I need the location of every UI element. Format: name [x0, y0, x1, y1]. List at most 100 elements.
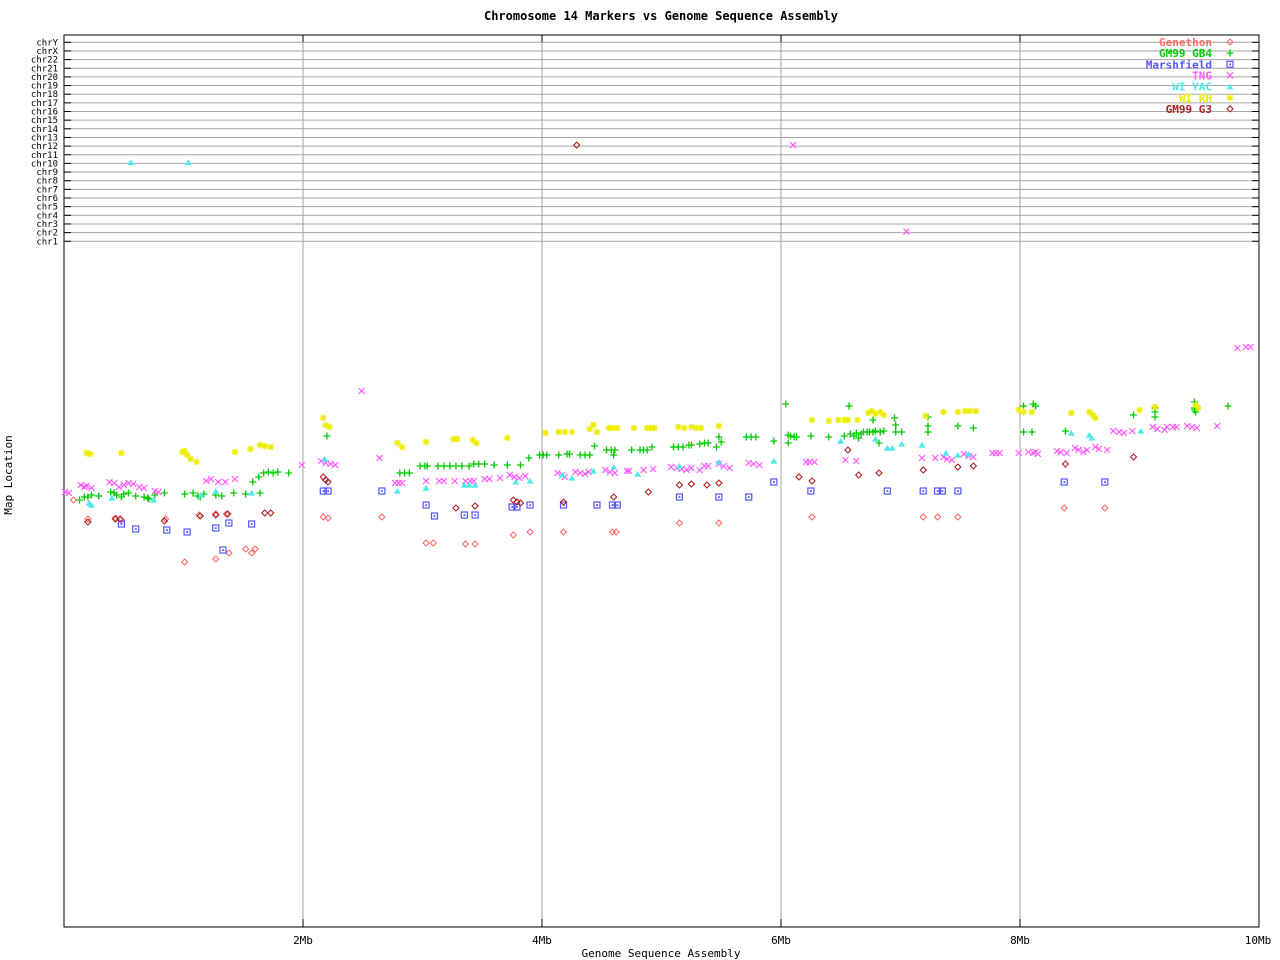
- marker-square-dot: [422, 501, 430, 509]
- marker-cross: [1247, 343, 1255, 351]
- marker-cross: [65, 489, 73, 497]
- marker-square-dot: [324, 487, 332, 495]
- marker-asterisk: [1015, 406, 1023, 414]
- marker-plus: [565, 450, 573, 458]
- marker-plus: [586, 451, 594, 459]
- marker-square-center-dot: [596, 504, 598, 506]
- marker-asterisk: [261, 442, 269, 450]
- marker-asterisk: [940, 408, 947, 416]
- marker-plus: [218, 492, 226, 500]
- marker-plus: [423, 462, 431, 470]
- marker-diamond: [422, 539, 430, 547]
- marker-diamond: [969, 462, 978, 470]
- marker-plus: [1061, 427, 1069, 435]
- marker-asterisk: [961, 407, 969, 415]
- marker-cross: [231, 475, 239, 483]
- marker-cross: [422, 477, 430, 485]
- marker-plus: [446, 462, 454, 470]
- marker-cross: [521, 472, 529, 480]
- marker-square-center-dot: [165, 529, 168, 531]
- marker-square-center-dot: [228, 522, 230, 524]
- marker-square-center-dot: [463, 514, 466, 516]
- marker-diamond: [160, 517, 169, 525]
- marker-triangle: [918, 442, 926, 448]
- marker-triangle: [422, 485, 430, 491]
- marker-square-dot: [1060, 478, 1068, 486]
- marker-plus: [855, 434, 863, 442]
- chromosome-label-chr6: chr6: [36, 194, 58, 204]
- marker-square-center-dot: [529, 504, 532, 506]
- marker-triangle: [471, 482, 479, 488]
- marker-cross: [1120, 429, 1128, 437]
- marker-triangle: [212, 488, 220, 494]
- marker-diamond: [954, 463, 962, 471]
- marker-square-center-dot: [511, 506, 514, 508]
- marker-plus: [696, 440, 704, 448]
- marker-cross: [221, 478, 229, 486]
- marker-plus: [782, 400, 790, 408]
- marker-cross: [1163, 423, 1171, 431]
- marker-plus: [712, 443, 720, 451]
- marker-triangle: [568, 475, 576, 481]
- marker-cross: [667, 463, 675, 471]
- marker-plus: [516, 461, 524, 469]
- marker-plus: [715, 433, 723, 441]
- marker-diamond: [572, 141, 581, 149]
- marker-plus: [846, 430, 854, 438]
- marker-diamond: [452, 504, 460, 512]
- marker-asterisk: [503, 434, 511, 442]
- marker-square-dot: [526, 501, 534, 509]
- marker-diamond: [612, 528, 620, 536]
- marker-plus: [591, 442, 599, 450]
- marker-square-center-dot: [957, 490, 959, 492]
- marker-plus: [891, 414, 899, 422]
- marker-asterisk: [86, 450, 94, 458]
- marker-asterisk: [450, 435, 457, 443]
- marker-asterisk: [187, 455, 195, 463]
- marker-asterisk: [568, 428, 576, 436]
- marker-triangle: [460, 482, 468, 488]
- marker-triangle: [108, 495, 116, 501]
- chromosome-label-chr12: chr12: [31, 142, 58, 152]
- marker-plus: [465, 462, 473, 470]
- marker-asterisk: [322, 421, 330, 429]
- marker-plus: [160, 489, 168, 497]
- plot-border: [63, 34, 1260, 928]
- marker-plus: [264, 468, 272, 476]
- marker-asterisk: [453, 435, 461, 443]
- legend-item-wi-rh: WI RH: [1179, 92, 1234, 105]
- marker-plus: [132, 492, 140, 500]
- marker-square-dot: [319, 487, 327, 495]
- marker-cross: [585, 468, 593, 476]
- marker-diamond: [1226, 38, 1234, 46]
- marker-square-dot: [675, 493, 684, 501]
- marker-diamond: [324, 478, 332, 486]
- chromosome-label-chr18: chr18: [31, 90, 58, 100]
- marker-triangle: [465, 482, 473, 488]
- marker-square-center-dot: [425, 504, 428, 506]
- marker-asterisk: [267, 443, 275, 451]
- marker-cross: [1154, 425, 1161, 433]
- marker-plus: [787, 432, 795, 440]
- marker-triangle: [883, 445, 891, 451]
- marker-asterisk: [825, 417, 833, 425]
- marker-triangle: [589, 468, 597, 474]
- marker-cross: [485, 475, 493, 483]
- series-gm99-gb4: [76, 398, 1232, 504]
- x-tick-label-8: 8Mb: [1010, 934, 1030, 947]
- marker-diamond: [69, 496, 78, 504]
- marker-plus: [954, 422, 962, 430]
- marker-plus: [687, 441, 695, 449]
- marker-square-center-dot: [433, 515, 436, 517]
- marker-cross: [207, 475, 215, 483]
- marker-cross: [969, 453, 977, 461]
- marker-cross: [683, 466, 691, 474]
- chromosome-label-chr8: chr8: [36, 177, 58, 187]
- marker-cross: [903, 228, 910, 236]
- marker-diamond: [223, 510, 232, 518]
- marker-diamond: [715, 479, 723, 487]
- marker-plus: [892, 428, 900, 436]
- marker-square-dot: [1226, 60, 1234, 68]
- marker-asterisk: [589, 421, 597, 429]
- marker-asterisk: [83, 449, 91, 457]
